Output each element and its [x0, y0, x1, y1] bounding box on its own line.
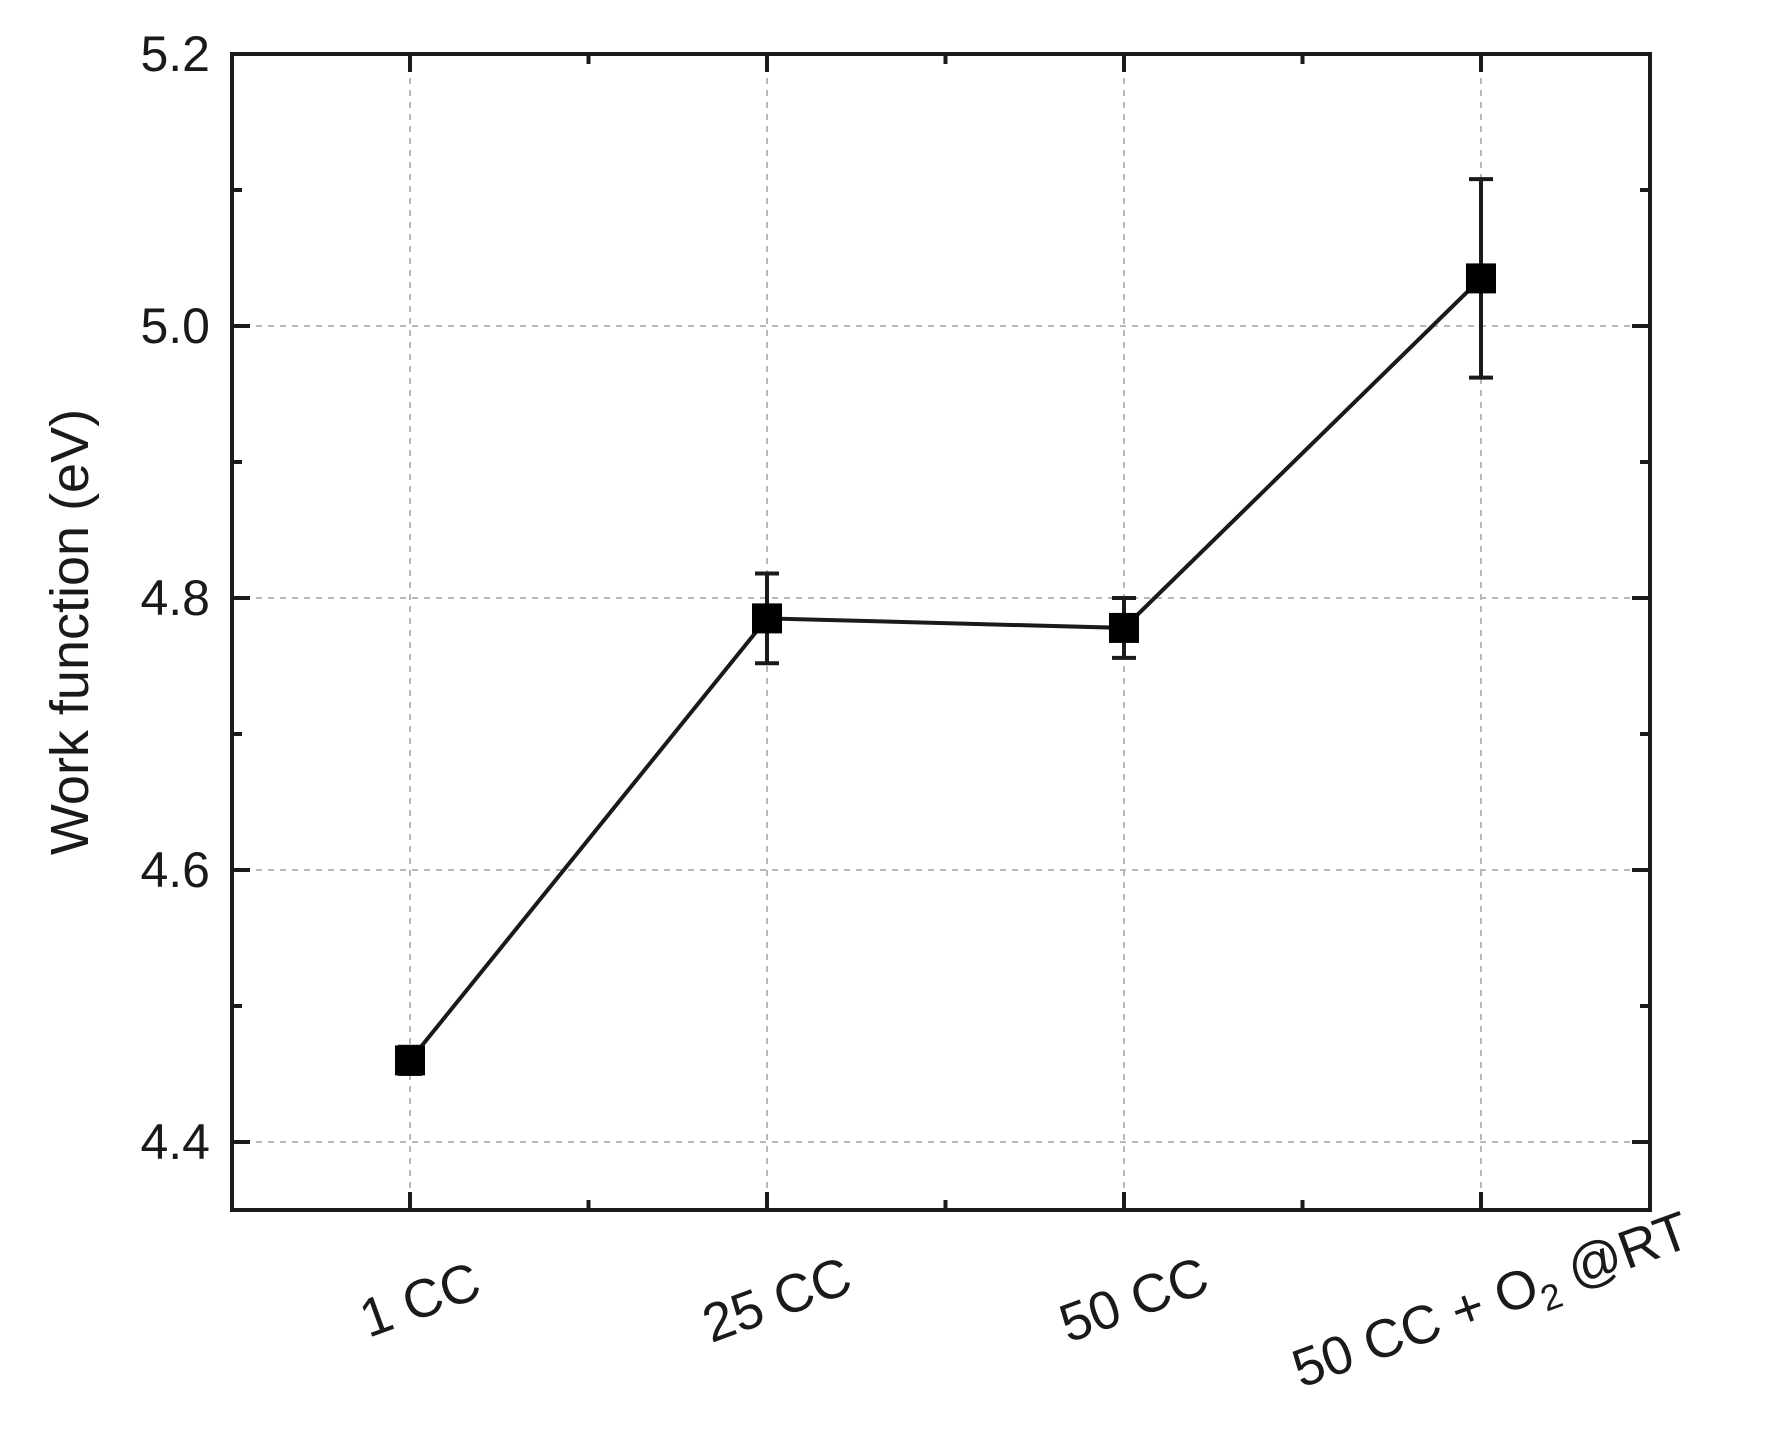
x-category-text: 25 CC [695, 1246, 859, 1355]
x-category-main: 50 CC [1052, 1246, 1216, 1355]
x-category-label: 50 CC [1052, 1246, 1216, 1355]
y-tick-label: 5.2 [140, 26, 210, 82]
y-tick-label: 4.8 [140, 570, 210, 626]
y-axis-title: Work function (eV) [40, 409, 100, 855]
x-category-labels: 1 CC 25 CC 50 CC 50 CC + O2 @RT [352, 1200, 1701, 1407]
y-tick-label: 4.6 [140, 842, 210, 898]
x-category-suffix: @RT [1545, 1200, 1698, 1305]
grid-lines [232, 54, 1650, 1210]
x-category-text: 50 CC [1052, 1246, 1216, 1355]
data-point [752, 603, 782, 634]
axis-ticks [232, 52, 1650, 1210]
x-category-label: 50 CC + O2 @RT [1285, 1200, 1701, 1407]
x-category-text: 1 CC [352, 1251, 488, 1349]
data-point [1109, 612, 1139, 643]
series-group [395, 177, 1496, 1076]
x-category-label: 1 CC [352, 1251, 488, 1349]
y-tick-label: 5.0 [140, 298, 210, 354]
plot-frame [230, 52, 1652, 1212]
x-category-text: 50 CC + O2 @RT [1285, 1200, 1701, 1407]
y-tick-labels: 4.4 4.6 4.8 5.0 5.2 [140, 26, 210, 1170]
series-line [408, 276, 1483, 1062]
x-category-main: 25 CC [695, 1246, 859, 1355]
x-category-label: 25 CC [695, 1246, 859, 1355]
x-category-main: 1 CC [352, 1251, 488, 1349]
data-point [1466, 263, 1496, 294]
y-tick-label: 4.4 [140, 1114, 210, 1170]
data-point [395, 1045, 425, 1076]
x-category-main: 50 CC + O [1285, 1255, 1547, 1399]
